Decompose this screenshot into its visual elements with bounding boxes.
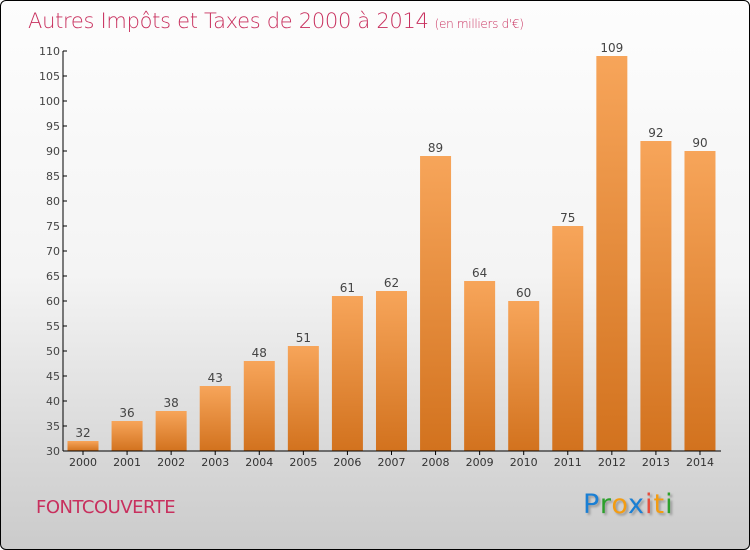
data-label-2010: 60	[516, 286, 531, 300]
proxiti-logo[interactable]: Proxiti	[583, 489, 674, 520]
bar-2003	[199, 386, 231, 451]
y-tick-label-30: 30	[46, 445, 60, 458]
x-tick-label-2006: 2006	[333, 456, 361, 469]
y-tick-label-70: 70	[46, 245, 60, 258]
data-label-2005: 51	[296, 331, 311, 345]
y-tick-label-85: 85	[46, 170, 60, 183]
x-tick-label-2008: 2008	[422, 456, 450, 469]
bar-2001	[111, 421, 143, 451]
x-tick-label-2013: 2013	[642, 456, 670, 469]
y-tick-label-80: 80	[46, 195, 60, 208]
logo-letter: r	[599, 489, 612, 520]
data-label-2012: 109	[600, 41, 623, 55]
bar-2014	[684, 151, 716, 451]
y-tick-label-40: 40	[46, 395, 60, 408]
logo-letter: o	[611, 489, 629, 520]
y-tick-label-75: 75	[46, 220, 60, 233]
y-tick-label-110: 110	[39, 45, 60, 58]
x-tick-label-2003: 2003	[201, 456, 229, 469]
y-tick-label-95: 95	[46, 120, 60, 133]
data-label-2002: 38	[163, 396, 178, 410]
unit-label: (en milliers d'€)	[434, 17, 524, 31]
y-tick-label-90: 90	[46, 145, 60, 158]
y-tick-label-105: 105	[39, 70, 60, 83]
data-label-2003: 43	[208, 371, 223, 385]
x-tick-label-2001: 2001	[113, 456, 141, 469]
data-label-2011: 75	[560, 211, 575, 225]
x-tick-label-2004: 2004	[245, 456, 273, 469]
y-tick-label-60: 60	[46, 295, 60, 308]
bar-2005	[287, 346, 319, 451]
bar-2008	[420, 156, 452, 451]
x-tick-label-2009: 2009	[466, 456, 494, 469]
chart-title: Autres Impôts et Taxes de 2000 à 2014 (en…	[28, 9, 524, 33]
data-label-2001: 36	[119, 406, 134, 420]
data-label-2014: 90	[692, 136, 707, 150]
y-tick-label-100: 100	[39, 95, 60, 108]
bar-2006	[331, 296, 363, 451]
y-tick-label-55: 55	[46, 320, 60, 333]
data-label-2007: 62	[384, 276, 399, 290]
bar-2011	[552, 226, 584, 451]
x-tick-label-2014: 2014	[686, 456, 714, 469]
bar-2012	[596, 56, 628, 451]
data-label-2006: 61	[340, 281, 355, 295]
bar-2010	[508, 301, 540, 451]
y-tick-label-65: 65	[46, 270, 60, 283]
x-tick-label-2011: 2011	[554, 456, 582, 469]
data-label-2013: 92	[648, 126, 663, 140]
data-label-2000: 32	[75, 426, 90, 440]
x-tick-label-2002: 2002	[157, 456, 185, 469]
y-tick-label-45: 45	[46, 370, 60, 383]
logo-letter: i	[645, 489, 654, 520]
x-tick-label-2000: 2000	[69, 456, 97, 469]
logo-letter: x	[628, 489, 646, 520]
y-tick-label-35: 35	[46, 420, 60, 433]
data-label-2009: 64	[472, 266, 487, 280]
x-tick-label-2005: 2005	[289, 456, 317, 469]
bar-2000	[67, 441, 99, 451]
bar-2004	[243, 361, 275, 451]
data-label-2004: 48	[252, 346, 267, 360]
title-text: Autres Impôts et Taxes de 2000 à 2014	[28, 9, 429, 33]
logo-letter: P	[583, 489, 600, 520]
y-tick-label-50: 50	[46, 345, 60, 358]
logo-letter: i	[665, 489, 674, 520]
x-tick-label-2010: 2010	[510, 456, 538, 469]
data-label-2008: 89	[428, 141, 443, 155]
bar-2013	[640, 141, 672, 451]
bar-2002	[155, 411, 187, 451]
bar-2009	[464, 281, 496, 451]
logo-letter: t	[653, 489, 666, 520]
bar-2007	[375, 291, 407, 451]
x-tick-label-2007: 2007	[377, 456, 405, 469]
x-tick-label-2012: 2012	[598, 456, 626, 469]
commune-name: FONTCOUVERTE	[36, 497, 176, 518]
